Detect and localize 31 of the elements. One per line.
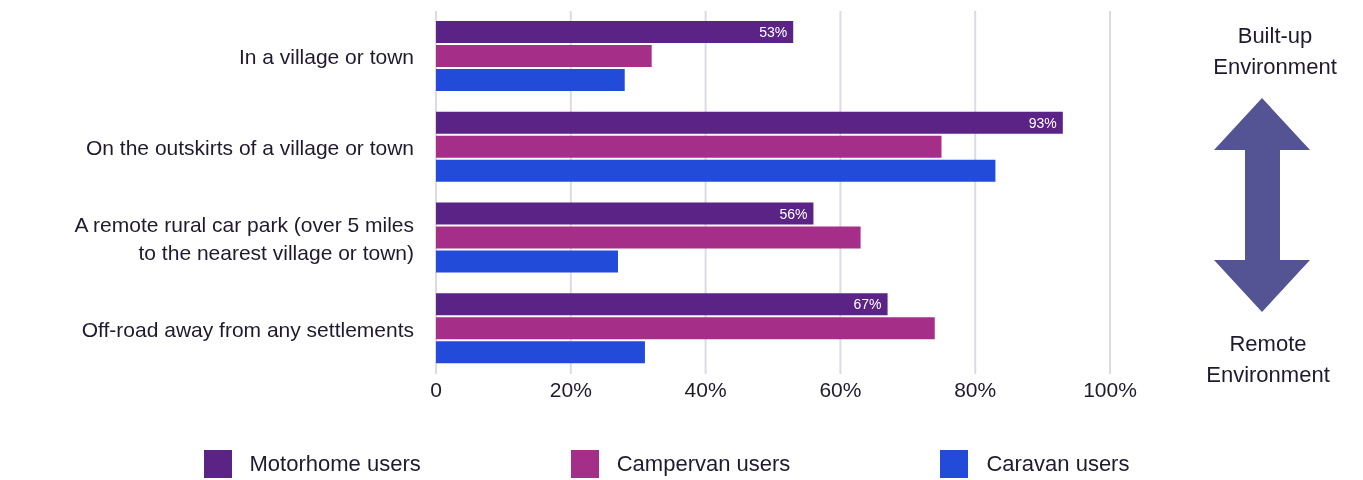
data-label: 67% — [853, 296, 882, 313]
y-tick-label: A remote rural car park (over 5 miles to the nearest village or town) — [74, 212, 414, 264]
bar — [436, 45, 652, 67]
x-tick-label: 60% — [819, 377, 862, 401]
bar — [436, 135, 942, 158]
data-label: 93% — [1028, 114, 1057, 131]
legend-label: Motorhome users — [249, 451, 421, 477]
y-tick-label: In a village or town — [238, 44, 414, 68]
legend-label: Caravan users — [986, 451, 1130, 477]
bar — [436, 250, 618, 273]
bar — [436, 159, 996, 182]
y-tick-label: Off-road away from any settlements — [81, 317, 414, 341]
data-label: 56% — [779, 205, 808, 222]
text: Built-up Environment — [1212, 22, 1338, 81]
x-tick-label: 0 — [430, 377, 442, 401]
bar — [436, 226, 861, 249]
bar — [436, 69, 625, 91]
text: Remote Environment — [1205, 330, 1331, 389]
data-label: 53% — [759, 24, 788, 40]
bar — [436, 293, 888, 316]
bar — [436, 341, 645, 364]
bar — [436, 21, 794, 43]
x-tick-label: 100% — [1083, 377, 1137, 401]
x-tick-label: 20% — [549, 377, 592, 401]
x-tick-label: 40% — [684, 377, 727, 401]
bar — [436, 111, 1063, 134]
bar — [436, 317, 935, 340]
y-tick-label: On the outskirts of a village or town — [86, 135, 414, 159]
legend-label: Campervan users — [616, 451, 791, 477]
x-tick-label: 80% — [954, 377, 997, 401]
bar — [436, 202, 814, 225]
